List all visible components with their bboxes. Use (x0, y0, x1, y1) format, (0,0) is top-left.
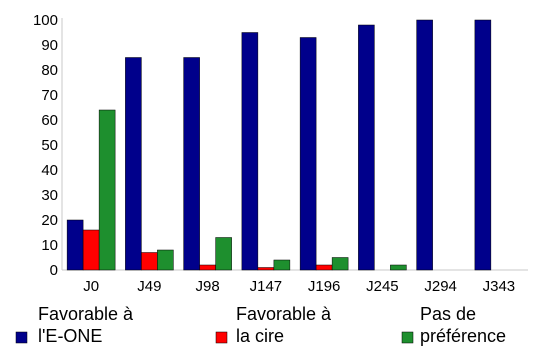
y-tick-label: 30 (41, 187, 58, 204)
legend-label-series-1: Favorable à (38, 304, 134, 324)
y-tick-label: 50 (41, 137, 58, 154)
bar-j245-series-3 (390, 264, 407, 271)
bar-j0-series-1 (66, 219, 84, 271)
x-tick-label: J147 (250, 278, 283, 295)
bar-j294-series-1 (416, 19, 433, 271)
bar-j245-series-1 (358, 24, 375, 271)
bar-series (66, 19, 492, 271)
bar-j49-series-2 (141, 252, 158, 271)
bar-j196-series-1 (299, 37, 317, 271)
bar-j147-series-1 (241, 32, 259, 271)
y-tick-label: 70 (41, 87, 58, 104)
x-tick-label: J343 (483, 278, 516, 295)
x-tick-label: J245 (366, 278, 399, 295)
x-tick-label: J196 (308, 278, 341, 295)
y-tick-label: 60 (41, 112, 58, 129)
x-tick-label: J98 (196, 278, 220, 295)
legend-label-series-3: Pas de (420, 304, 476, 324)
bar-j196-series-3 (331, 257, 349, 271)
y-tick-label: 0 (50, 262, 58, 279)
bar-j196-series-2 (315, 264, 333, 271)
x-axis-ticks: J0 J49 J98 J147 J196 J245 J294 J343 (83, 278, 515, 295)
y-axis-ticks: 0 10 20 30 40 50 60 70 80 90 100 (33, 12, 58, 279)
legend-swatch-series-3 (401, 331, 414, 344)
bar-j147-series-2 (257, 267, 275, 271)
bar-j98-series-3 (215, 237, 232, 271)
bar-j0-series-2 (82, 229, 100, 271)
x-tick-label: J294 (424, 278, 457, 295)
y-tick-label: 80 (41, 62, 58, 79)
legend-label-series-2: Favorable à (236, 304, 332, 324)
legend-label-series-3: préférence (420, 326, 506, 346)
y-tick-label: 40 (41, 162, 58, 179)
y-tick-label: 20 (41, 212, 58, 229)
bar-j49-series-1 (125, 57, 142, 271)
y-tick-label: 100 (33, 12, 58, 29)
legend-swatch-series-1 (15, 331, 28, 344)
bar-j147-series-3 (273, 259, 291, 271)
y-tick-label: 10 (41, 237, 58, 254)
x-tick-label: J0 (83, 278, 99, 295)
legend-label-series-2: la cire (236, 326, 284, 346)
x-tick-label: J49 (137, 278, 161, 295)
bar-j98-series-1 (183, 57, 200, 271)
bar-j49-series-3 (157, 249, 174, 271)
bar-j0-series-3 (98, 109, 116, 271)
bar-j343-series-1 (474, 19, 492, 271)
legend-label-series-1: l'E-ONE (38, 326, 102, 346)
y-tick-label: 90 (41, 37, 58, 54)
bar-j98-series-2 (199, 264, 216, 271)
legend-swatch-series-2 (215, 331, 228, 344)
